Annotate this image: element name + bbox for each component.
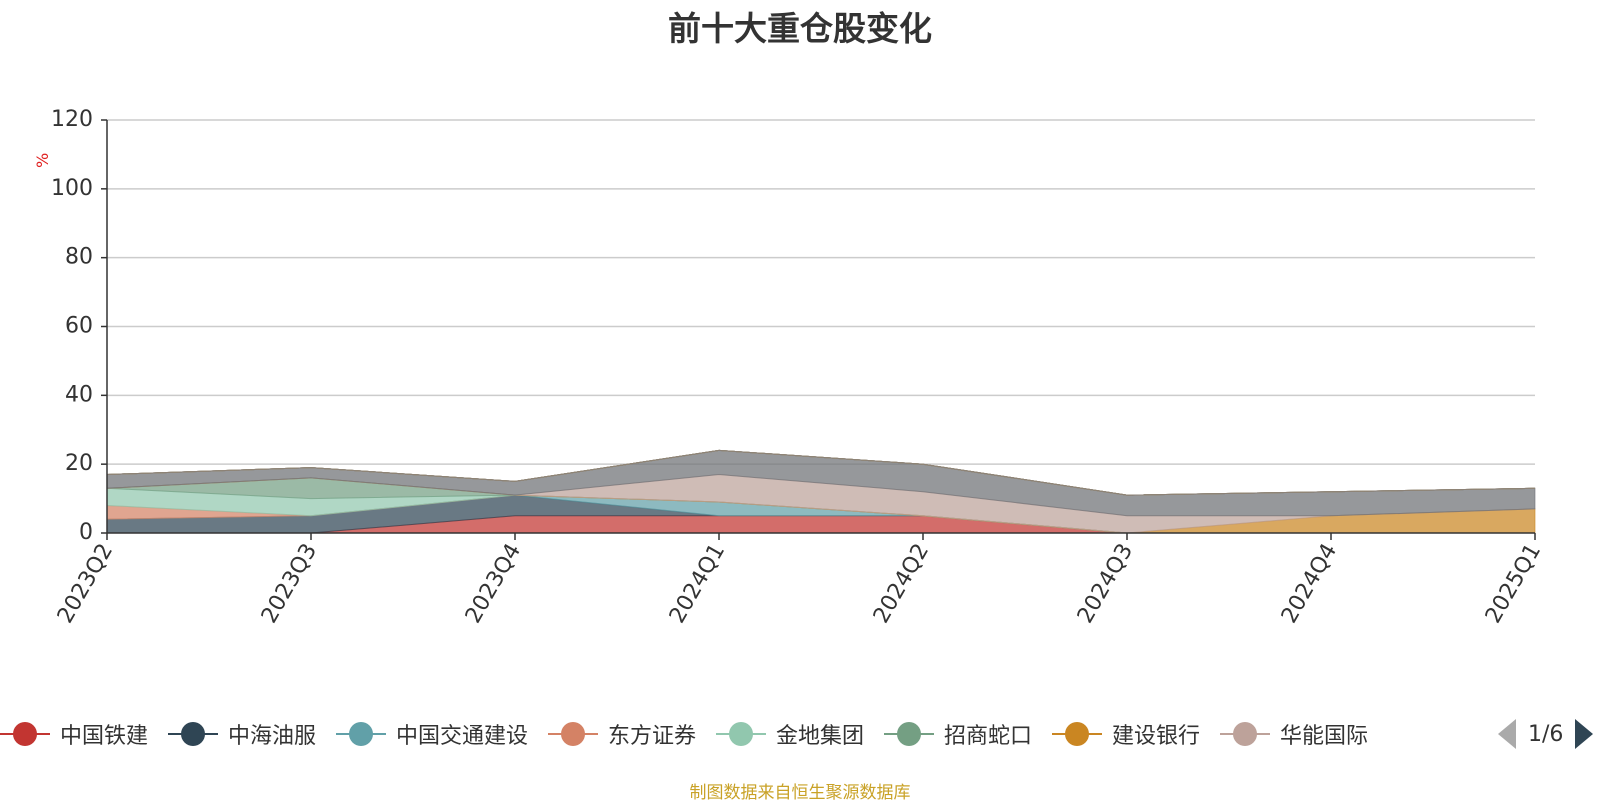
y-axis-unit-label: % xyxy=(33,153,52,168)
legend-label: 中国交通建设 xyxy=(396,724,529,749)
legend-swatch-icon xyxy=(716,716,766,752)
legend-item[interactable]: 东方证券 xyxy=(548,716,696,752)
legend-label: 建设银行 xyxy=(1112,724,1201,749)
legend-item[interactable]: 中国铁建 xyxy=(0,716,148,752)
legend-prev-page-button[interactable] xyxy=(1498,719,1516,749)
x-tick-label: 2023Q2 xyxy=(53,540,118,628)
legend-swatch-icon xyxy=(1052,716,1102,752)
legend-swatch-icon xyxy=(548,716,598,752)
legend-swatch-icon xyxy=(1220,716,1270,752)
x-tick-label: 2025Q1 xyxy=(1481,540,1546,628)
legend-next-page-button[interactable] xyxy=(1575,719,1594,749)
chart-title: 前十大重仓股变化 xyxy=(668,9,932,48)
y-tick-label: 40 xyxy=(65,382,93,407)
tick-labels: 0 20 40 60 80 100 120 2023Q2 2023Q3 2023Q4 2024Q1 2… xyxy=(51,107,1546,628)
legend-swatch-icon xyxy=(336,716,386,752)
legend-swatch-icon xyxy=(884,716,934,752)
legend-item[interactable]: 中海油服 xyxy=(168,716,316,752)
legend-item[interactable]: 招商蛇口 xyxy=(884,716,1032,752)
legend-item[interactable]: 建设银行 xyxy=(1052,716,1200,752)
legend-item[interactable]: 金地集团 xyxy=(716,716,864,752)
legend-swatch-icon xyxy=(0,716,50,752)
legend-label: 金地集团 xyxy=(776,724,865,749)
legend-label: 东方证券 xyxy=(608,724,697,749)
x-tick-label: 2024Q2 xyxy=(869,540,934,628)
legend-label: 中国铁建 xyxy=(60,724,149,749)
legend: 中国铁建 中海油服 中国交通建设 东方证券 金地集团 招商蛇口 建设银行 华能国际 xyxy=(0,716,1600,752)
x-tick-label: 2023Q4 xyxy=(461,540,526,628)
legend-item[interactable]: 华能国际 xyxy=(1220,716,1368,752)
y-tick-label: 80 xyxy=(65,245,93,270)
legend-page-indicator: 1/6 xyxy=(1528,721,1564,747)
grid-lines xyxy=(107,119,1535,465)
legend-pager: 1/6 xyxy=(1498,716,1594,752)
data-source-note: 制图数据来自恒生聚源数据库 xyxy=(689,783,911,803)
x-tick-label: 2024Q3 xyxy=(1073,540,1138,628)
area-series-19 xyxy=(106,449,1536,496)
y-tick-label: 0 xyxy=(79,520,93,545)
x-tick-label: 2024Q4 xyxy=(1277,540,1342,628)
y-tick-label: 100 xyxy=(51,176,93,201)
y-tick-label: 60 xyxy=(65,314,93,339)
axes xyxy=(101,119,1536,540)
x-tick-label: 2024Q1 xyxy=(665,540,730,628)
legend-label: 中海油服 xyxy=(228,724,317,749)
legend-item[interactable]: 中国交通建设 xyxy=(336,716,528,752)
y-tick-label: 20 xyxy=(65,451,93,476)
legend-label: 招商蛇口 xyxy=(944,724,1033,749)
legend-label: 华能国际 xyxy=(1280,724,1369,749)
x-tick-label: 2023Q3 xyxy=(257,540,322,628)
area-series-group xyxy=(106,449,1536,534)
y-tick-label: 120 xyxy=(51,107,93,132)
legend-swatch-icon xyxy=(168,716,218,752)
